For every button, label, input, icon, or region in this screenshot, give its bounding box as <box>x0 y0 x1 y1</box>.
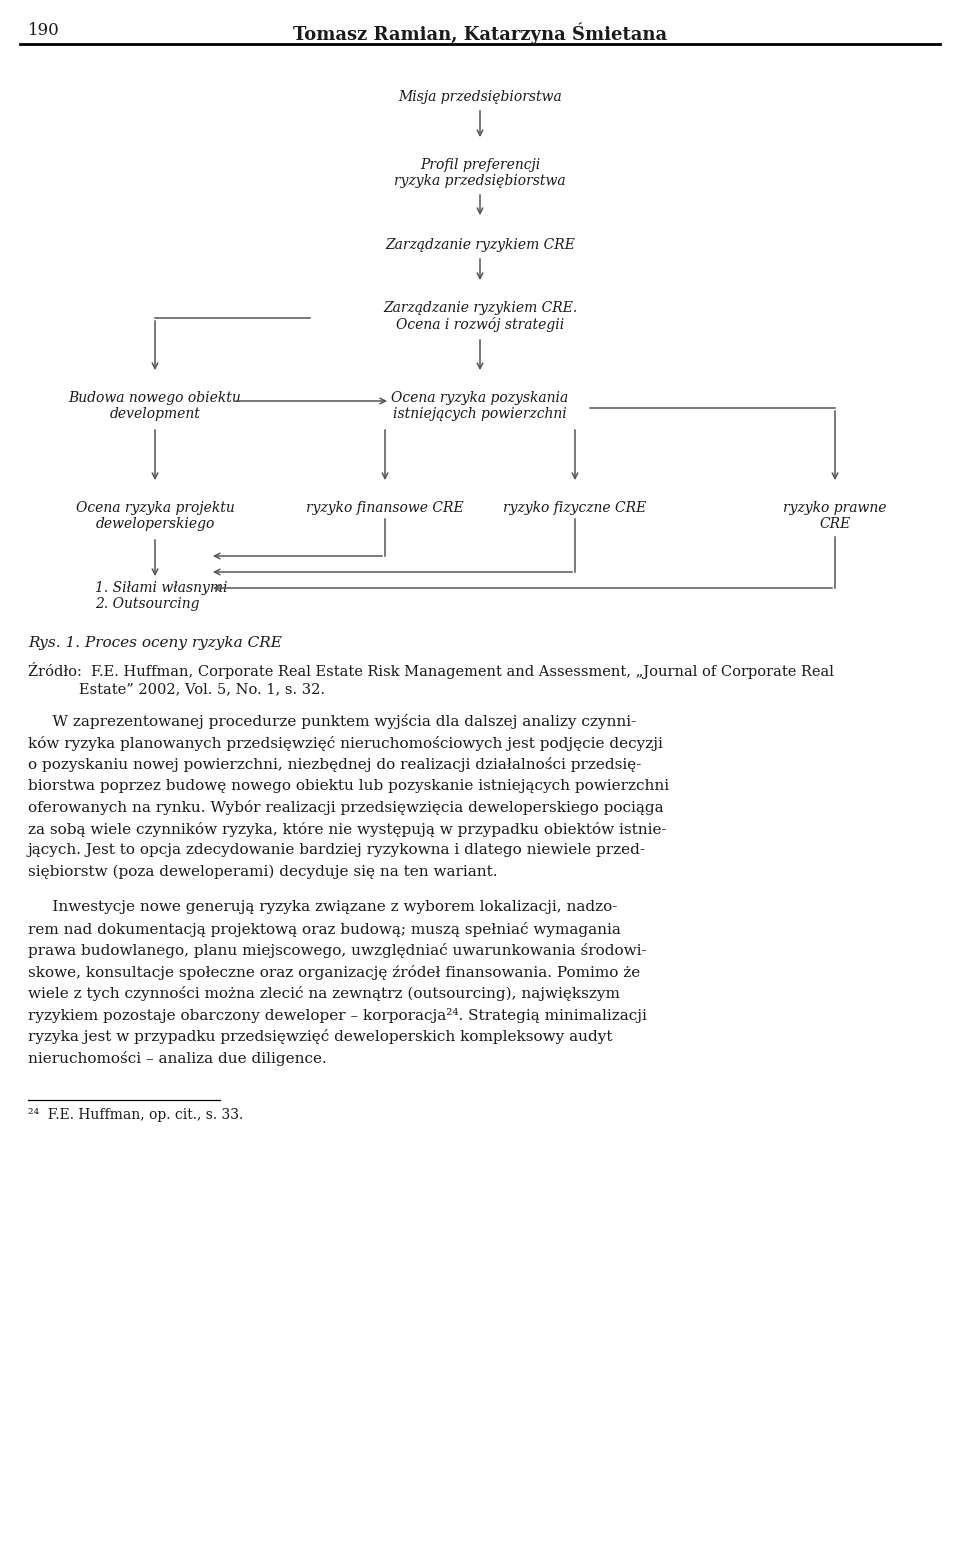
Text: siębiorstw (poza deweloperami) decyduje się na ten wariant.: siębiorstw (poza deweloperami) decyduje … <box>28 864 497 878</box>
Text: Misja przedsiębiorstwa: Misja przedsiębiorstwa <box>398 90 562 104</box>
Text: ryzyka jest w przypadku przedsięwzięć deweloperskich kompleksowy audyt: ryzyka jest w przypadku przedsięwzięć de… <box>28 1029 612 1045</box>
Text: Profil preferencji
ryzyka przedsiębiorstwa: Profil preferencji ryzyka przedsiębiorst… <box>395 157 565 188</box>
Text: Tomasz Ramian, Katarzyna Śmietana: Tomasz Ramian, Katarzyna Śmietana <box>293 22 667 44</box>
Text: 190: 190 <box>28 22 60 39</box>
Text: Ocena ryzyka projektu
deweloperskiego: Ocena ryzyka projektu deweloperskiego <box>76 501 234 531</box>
Text: o pozyskaniu nowej powierzchni, niezbędnej do realizacji działalności przedsię-: o pozyskaniu nowej powierzchni, niezbędn… <box>28 757 641 772</box>
Text: ryzyko fizyczne CRE: ryzyko fizyczne CRE <box>503 501 647 515</box>
Text: wiele z tych czynności można zlecić na zewnątrz (outsourcing), największym: wiele z tych czynności można zlecić na z… <box>28 986 620 1001</box>
Text: Estate” 2002, Vol. 5, No. 1, s. 32.: Estate” 2002, Vol. 5, No. 1, s. 32. <box>28 682 325 696</box>
Text: Ocena ryzyka pozyskania
istniejących powierzchni: Ocena ryzyka pozyskania istniejących pow… <box>392 391 568 422</box>
Text: ²⁴  F.E. Huffman, op. cit., s. 33.: ²⁴ F.E. Huffman, op. cit., s. 33. <box>28 1109 243 1123</box>
Text: rem nad dokumentacją projektową oraz budową; muszą spełniać wymagania: rem nad dokumentacją projektową oraz bud… <box>28 922 621 936</box>
Text: ryzykiem pozostaje obarczony deweloper – korporacja²⁴. Strategią minimalizacji: ryzykiem pozostaje obarczony deweloper –… <box>28 1007 647 1023</box>
Text: Zarządzanie ryzykiem CRE.
Ocena i rozwój strategii: Zarządzanie ryzykiem CRE. Ocena i rozwój… <box>383 301 577 332</box>
Text: Źródło:  F.E. Huffman, Corporate Real Estate Risk Management and Assessment, „Jo: Źródło: F.E. Huffman, Corporate Real Est… <box>28 662 834 679</box>
Text: Zarządzanie ryzykiem CRE: Zarządzanie ryzykiem CRE <box>385 238 575 252</box>
Text: jących. Jest to opcja zdecydowanie bardziej ryzykowna i dlatego niewiele przed-: jących. Jest to opcja zdecydowanie bardz… <box>28 842 646 856</box>
Text: skowe, konsultacje społeczne oraz organizację źródeł finansowania. Pomimo że: skowe, konsultacje społeczne oraz organi… <box>28 964 640 979</box>
Text: 1. Siłami własnymi
2. Outsourcing: 1. Siłami własnymi 2. Outsourcing <box>95 581 228 612</box>
Text: nieruchomości – analiza due diligence.: nieruchomości – analiza due diligence. <box>28 1051 326 1065</box>
Text: Budowa nowego obiektu
development: Budowa nowego obiektu development <box>68 391 241 422</box>
Text: za sobą wiele czynników ryzyka, które nie występują w przypadku obiektów istnie-: za sobą wiele czynników ryzyka, które ni… <box>28 822 666 836</box>
Text: ków ryzyka planowanych przedsięwzięć nieruchomościowych jest podjęcie decyzji: ków ryzyka planowanych przedsięwzięć nie… <box>28 735 662 750</box>
Text: biorstwa poprzez budowę nowego obiektu lub pozyskanie istniejących powierzchni: biorstwa poprzez budowę nowego obiektu l… <box>28 778 669 793</box>
Text: ryzyko finansowe CRE: ryzyko finansowe CRE <box>306 501 464 515</box>
Text: oferowanych na rynku. Wybór realizacji przedsięwzięcia deweloperskiego pociąga: oferowanych na rynku. Wybór realizacji p… <box>28 800 663 814</box>
Text: Inwestycje nowe generują ryzyka związane z wyborem lokalizacji, nadzo-: Inwestycje nowe generują ryzyka związane… <box>28 900 617 914</box>
Text: prawa budowlanego, planu miejscowego, uwzględniać uwarunkowania środowi-: prawa budowlanego, planu miejscowego, uw… <box>28 944 647 958</box>
Text: Rys. 1. Proces oceny ryzyka CRE: Rys. 1. Proces oceny ryzyka CRE <box>28 635 282 649</box>
Text: W zaprezentowanej procedurze punktem wyjścia dla dalszej analizy czynni-: W zaprezentowanej procedurze punktem wyj… <box>28 715 636 729</box>
Text: ryzyko prawne
CRE: ryzyko prawne CRE <box>783 501 887 531</box>
